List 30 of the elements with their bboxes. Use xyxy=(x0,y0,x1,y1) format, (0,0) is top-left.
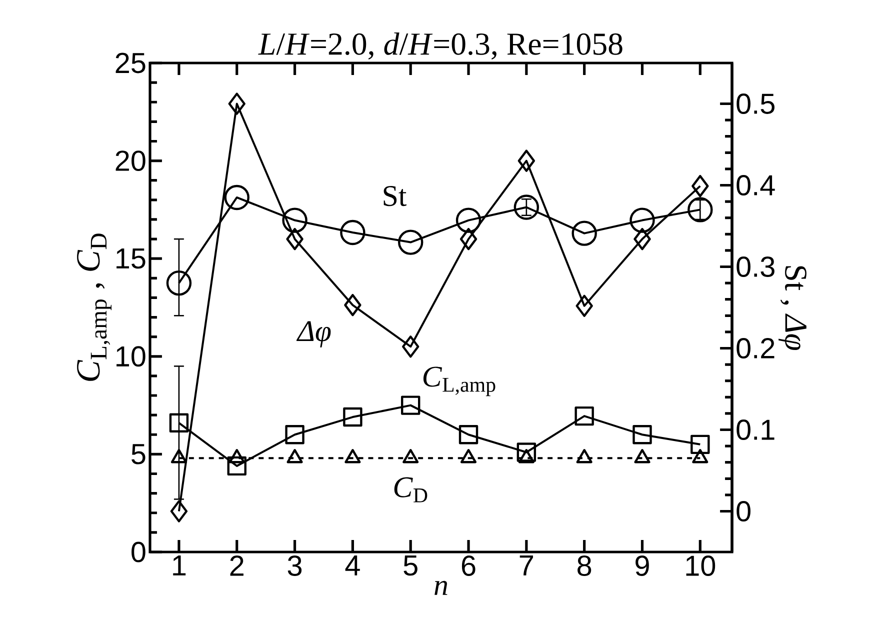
x-tick-label: 5 xyxy=(404,556,418,576)
x-tick-label: 1 xyxy=(173,556,186,576)
series-label: C$_{L,amp}$ xyxy=(423,366,496,396)
x-tick-label: 8 xyxy=(578,556,592,576)
series-label: Δφ xyxy=(296,321,331,348)
y2-axis-title: St , Δφ xyxy=(778,266,806,350)
x-tick-label: 3 xyxy=(288,556,302,576)
y-tick-label: 5 xyxy=(132,444,146,464)
x-tick-label: 6 xyxy=(462,556,476,576)
y2-tick-label: 0.4 xyxy=(736,175,775,196)
series-label: St xyxy=(384,186,407,206)
x-tick-label: 2 xyxy=(230,556,244,576)
x-tick-label: 9 xyxy=(636,556,649,576)
y2-tick-label: 0.3 xyxy=(736,256,774,277)
y2-tick-label: 0.5 xyxy=(736,94,774,114)
x-tick-label: 7 xyxy=(520,556,533,576)
x-tick-label: 4 xyxy=(345,556,360,576)
series-label: C$_{D}$ xyxy=(394,477,428,502)
y-tick-label: 0 xyxy=(132,542,146,562)
y2-tick-label: 0 xyxy=(736,501,750,522)
x-axis-title: n xyxy=(434,580,448,595)
y2-tick-label: 0.2 xyxy=(736,338,774,358)
y-tick-label: 10 xyxy=(116,346,146,367)
y2-tick-label: 0.1 xyxy=(736,420,774,440)
y-tick-label: 25 xyxy=(116,52,146,74)
y-tick-label: 15 xyxy=(116,248,146,269)
x-tick-label: 10 xyxy=(686,556,716,576)
chart-title: L/H=2.0, d/H=0.3, Re=1058 xyxy=(258,32,622,60)
y-tick-label: 20 xyxy=(116,150,146,172)
y-axis-title: C$_{L,amp}$ , C$_{D}$ xyxy=(77,234,112,381)
